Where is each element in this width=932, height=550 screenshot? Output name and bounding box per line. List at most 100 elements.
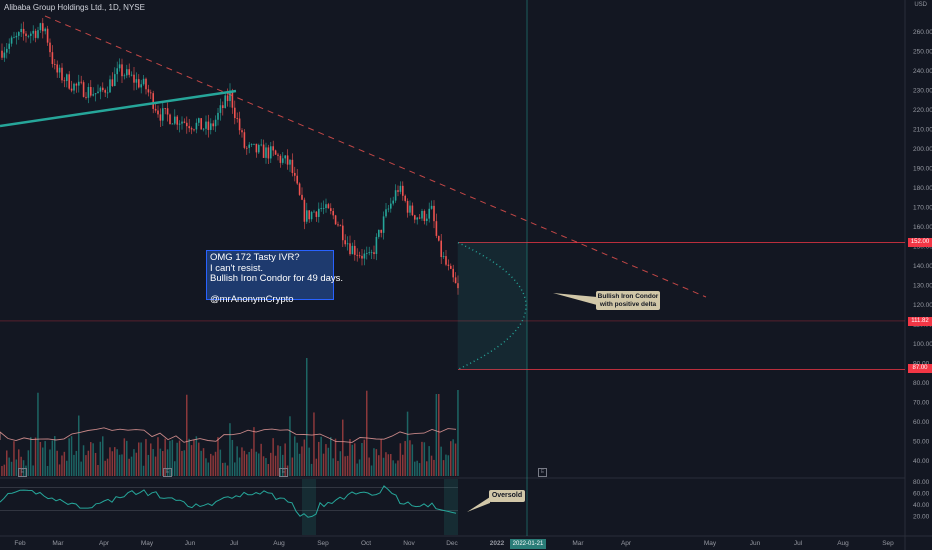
volume-bar bbox=[106, 458, 109, 476]
callout-iron-condor[interactable]: Bullish Iron Condor with positive delta bbox=[596, 291, 660, 310]
candle-body bbox=[234, 107, 236, 119]
volume-bar bbox=[445, 454, 447, 476]
candle-body bbox=[145, 78, 147, 90]
candle-body bbox=[1, 50, 3, 58]
candle-body bbox=[277, 154, 279, 156]
volume-bar bbox=[358, 459, 361, 476]
earnings-marker[interactable]: E bbox=[279, 468, 288, 477]
candle-body bbox=[402, 185, 404, 196]
volume-bar bbox=[370, 465, 373, 476]
volume-bar bbox=[363, 439, 366, 476]
oscillator-tick-label: 80.00 bbox=[913, 479, 930, 486]
volume-bar bbox=[404, 441, 406, 476]
volume-bar bbox=[118, 454, 121, 476]
volume-bar bbox=[20, 456, 22, 476]
candle-body bbox=[423, 210, 426, 222]
candle-body bbox=[162, 108, 164, 121]
candle-body bbox=[296, 175, 298, 184]
volume-bar bbox=[195, 436, 198, 476]
candle-body bbox=[159, 114, 162, 121]
callout-oversold[interactable]: Oversold bbox=[489, 490, 525, 502]
candle-body bbox=[306, 210, 308, 222]
time-tick-label: May bbox=[704, 540, 717, 547]
candle-body bbox=[279, 155, 282, 163]
volume-bar bbox=[214, 451, 217, 476]
callout-pointer bbox=[553, 293, 597, 305]
iron-condor-zone bbox=[457, 242, 528, 370]
candle-body bbox=[15, 35, 18, 38]
candle-body bbox=[349, 243, 351, 255]
volume-bar bbox=[380, 439, 382, 476]
volume-bar bbox=[222, 462, 224, 476]
price-tick-label: 100.00 bbox=[913, 341, 932, 348]
volume-bar bbox=[49, 449, 51, 476]
candle-body bbox=[337, 224, 339, 226]
volume-bar bbox=[378, 455, 380, 476]
volume-bar bbox=[171, 439, 174, 476]
candle-body bbox=[6, 48, 8, 53]
earnings-marker[interactable]: E bbox=[538, 468, 547, 477]
volume-bar bbox=[152, 449, 154, 476]
time-tick-label: Feb bbox=[14, 540, 26, 547]
earnings-marker[interactable]: E bbox=[18, 468, 27, 477]
candle-body bbox=[171, 123, 174, 125]
candle-body bbox=[260, 144, 262, 146]
volume-bar bbox=[207, 462, 210, 476]
volume-bar bbox=[51, 440, 54, 476]
volume-bar bbox=[238, 457, 241, 476]
candle-body bbox=[325, 204, 327, 209]
candle-body bbox=[351, 245, 354, 255]
text-note[interactable]: OMG 172 Tasty IVR? I can't resist. Bulli… bbox=[206, 250, 344, 305]
candle-body bbox=[435, 221, 438, 236]
volume-bar bbox=[385, 452, 387, 476]
volume-bar bbox=[447, 455, 450, 476]
volume-bar bbox=[145, 439, 147, 476]
note-line-3: Bullish Iron Condor for 49 days. bbox=[210, 273, 344, 284]
candle-body bbox=[368, 252, 370, 254]
trendline bbox=[0, 89, 237, 128]
candle-body bbox=[358, 255, 361, 257]
volume-bar bbox=[260, 443, 262, 476]
price-tick-label: 240.00 bbox=[913, 68, 932, 75]
candle-body bbox=[109, 79, 111, 93]
volume-bar bbox=[253, 427, 255, 476]
volume-bar bbox=[320, 436, 322, 476]
symbol-title: Alibaba Group Holdings Ltd., 1D, NYSE bbox=[4, 3, 145, 12]
candle-body bbox=[322, 208, 325, 209]
candle-body bbox=[219, 105, 222, 113]
volume-bar bbox=[142, 465, 145, 476]
currency-label: USD bbox=[914, 2, 927, 8]
candle-body bbox=[87, 87, 90, 98]
candle-body bbox=[18, 32, 20, 36]
candle-body bbox=[193, 129, 195, 131]
volume-bar bbox=[392, 460, 394, 476]
volume-bar bbox=[174, 461, 176, 476]
candle-body bbox=[370, 252, 373, 254]
volume-bar bbox=[399, 443, 402, 476]
volume-bar bbox=[68, 438, 70, 476]
candle-body bbox=[390, 203, 392, 209]
candle-body bbox=[73, 83, 75, 91]
volume-bar bbox=[267, 463, 270, 476]
volume-bar bbox=[361, 442, 363, 476]
candle-body bbox=[274, 150, 277, 155]
candle-body bbox=[231, 90, 234, 108]
candle-body bbox=[210, 123, 212, 130]
candle-body bbox=[378, 229, 380, 237]
candle-body bbox=[454, 277, 457, 284]
time-tick-label: Mar bbox=[52, 540, 64, 547]
candle-body bbox=[25, 33, 27, 37]
candle-body bbox=[310, 212, 313, 220]
time-tick-label: Sep bbox=[882, 540, 894, 547]
volume-bar bbox=[409, 440, 411, 476]
candle-body bbox=[49, 42, 51, 53]
earnings-marker[interactable]: E bbox=[163, 468, 172, 477]
volume-bar bbox=[104, 460, 106, 476]
candle-body bbox=[440, 240, 442, 257]
candle-body bbox=[430, 205, 433, 209]
volume-bar bbox=[78, 415, 80, 476]
candle-body bbox=[58, 67, 61, 73]
volume-bar bbox=[402, 454, 404, 476]
candle-body bbox=[363, 253, 366, 259]
